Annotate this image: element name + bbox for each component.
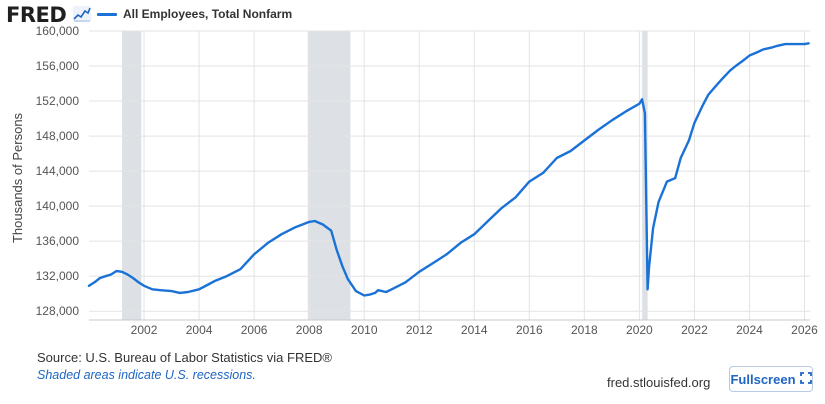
gridlines <box>89 30 810 321</box>
x-tick-label: 2004 <box>186 323 213 337</box>
x-tick-label: 2026 <box>791 323 818 337</box>
fullscreen-button[interactable]: Fullscreen <box>729 366 813 392</box>
y-tick-label: 140,000 <box>36 199 80 213</box>
y-tick-label: 128,000 <box>36 304 80 318</box>
legend-swatch <box>97 12 117 16</box>
series-line-total-nonfarm <box>87 42 810 297</box>
y-axis-ticks: 128,000 132,000 136,000 140,000 144,000 148,0… <box>36 24 80 318</box>
x-tick-label: 2002 <box>131 323 158 337</box>
x-tick-label: 2018 <box>571 323 598 337</box>
x-tick-label: 2014 <box>461 323 488 337</box>
x-tick-label: 2024 <box>736 323 763 337</box>
y-tick-label: 156,000 <box>36 59 80 73</box>
expand-icon <box>799 371 812 387</box>
recession-note: Shaded areas indicate U.S. recessions. <box>37 368 256 382</box>
fred-logo[interactable]: FRED <box>6 3 67 27</box>
y-tick-label: 136,000 <box>36 234 80 248</box>
legend: All Employees, Total Nonfarm <box>97 7 292 21</box>
source-text: Source: U.S. Bureau of Labor Statistics … <box>37 350 332 365</box>
chart-header: FRED All Employees, Total Nonfarm <box>0 0 825 28</box>
x-tick-label: 2020 <box>626 323 653 337</box>
y-tick-label: 144,000 <box>36 164 80 178</box>
x-tick-label: 2022 <box>681 323 708 337</box>
y-tick-label: 160,000 <box>36 24 80 38</box>
y-tick-label: 148,000 <box>36 129 80 143</box>
x-axis-ticks: 2002 2004 2006 2008 2010 2012 2014 2016 2018 2020… <box>131 323 818 337</box>
y-tick-label: 152,000 <box>36 94 80 108</box>
x-tick-label: 2008 <box>296 323 323 337</box>
line-chart: 128,000 132,000 136,000 140,000 144,000 148,0… <box>10 24 818 337</box>
x-tick-label: 2010 <box>351 323 378 337</box>
y-axis-label: Thousands of Persons <box>10 112 25 243</box>
recession-band-1 <box>122 31 142 320</box>
fred-url-link[interactable]: fred.stlouisfed.org <box>607 375 711 390</box>
recession-band-2 <box>307 31 351 320</box>
x-tick-label: 2012 <box>406 323 433 337</box>
x-tick-label: 2006 <box>241 323 268 337</box>
x-tick-label: 2016 <box>516 323 543 337</box>
fullscreen-label: Fullscreen <box>730 371 796 387</box>
line-graph-icon <box>73 6 91 22</box>
y-tick-label: 132,000 <box>36 269 80 283</box>
legend-label: All Employees, Total Nonfarm <box>123 7 293 21</box>
